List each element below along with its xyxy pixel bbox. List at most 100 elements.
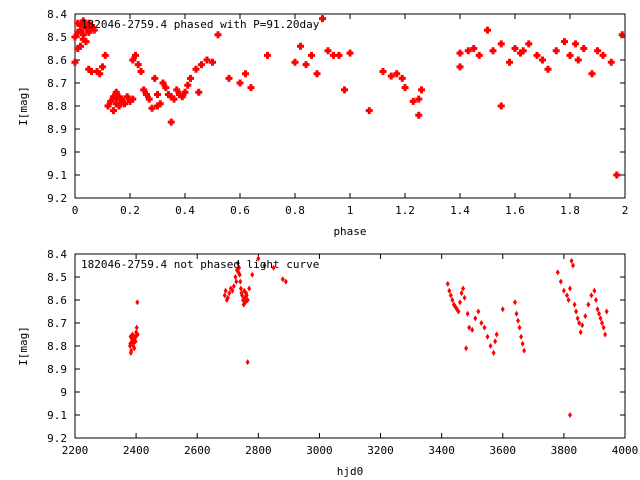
- phased-data-point: [88, 22, 95, 29]
- phased-data-point: [154, 91, 161, 98]
- phased-data-point: [209, 58, 216, 66]
- unphased-data-point: [462, 294, 467, 301]
- unphased-data-point: [233, 274, 238, 280]
- unphased-data-point: [128, 340, 133, 347]
- unphased-data-point: [231, 283, 236, 290]
- unphased-data-point: [522, 347, 527, 354]
- unphased-plot: 2200 2400 2600 2800 3000 3200 3400 3600 3800 4000…: [17, 248, 638, 478]
- phased-data-point: [140, 86, 148, 94]
- phased-data-point: [77, 22, 84, 29]
- phased-data-point: [96, 70, 104, 78]
- unphased-data-point: [564, 292, 569, 299]
- phased-data-point: [456, 63, 464, 71]
- unphased-data-point: [566, 297, 571, 303]
- unphased-data-point: [516, 317, 521, 324]
- phased-data-point: [566, 51, 574, 59]
- phased-data-point: [387, 72, 395, 80]
- unphased-data-point: [245, 297, 250, 303]
- unphased-data-point: [238, 285, 243, 292]
- phased-x-tick-label: 0: [72, 204, 79, 217]
- unphased-data-point: [561, 287, 566, 294]
- phased-x-tick-label: 2: [622, 204, 629, 217]
- phased-data-point: [82, 38, 90, 46]
- phased-data-point: [82, 24, 90, 32]
- phased-data-point: [137, 68, 145, 75]
- phased-data-point: [173, 86, 181, 94]
- phased-data-point: [181, 88, 189, 96]
- phased-data-point: [203, 56, 211, 64]
- phased-data-point: [418, 86, 425, 94]
- phased-data-point: [156, 100, 164, 108]
- phased-data-point: [184, 81, 192, 89]
- unphased-plot-frame: [74, 253, 626, 439]
- phased-x-tick-label: 0.8: [285, 204, 305, 217]
- phased-data-point: [319, 15, 326, 23]
- unphased-points: [128, 255, 609, 418]
- phased-data-point: [409, 97, 417, 105]
- unphased-data-point: [491, 349, 496, 356]
- unphased-data-point: [600, 320, 605, 326]
- phased-data-point: [247, 84, 255, 92]
- unphased-x-tick-label: 3400: [428, 444, 455, 457]
- phased-data-point: [134, 61, 142, 69]
- unphased-data-point: [479, 320, 484, 326]
- phased-y-tick-label: 8.5: [47, 31, 67, 44]
- phased-data-point: [335, 51, 343, 59]
- phased-data-point: [90, 26, 98, 34]
- phased-data-point: [126, 97, 134, 105]
- phased-data-point: [470, 45, 478, 52]
- unphased-data-point: [445, 280, 450, 287]
- unphased-data-point: [476, 308, 481, 315]
- unphased-y-tick-label: 8.9: [47, 363, 67, 376]
- phased-data-point: [489, 47, 497, 55]
- phased-data-point: [552, 47, 560, 55]
- unphased-data-point: [577, 320, 582, 326]
- unphased-data-point: [458, 299, 462, 306]
- phased-data-point: [341, 86, 348, 94]
- unphased-data-point: [592, 287, 597, 294]
- phased-x-tick-label: 0.2: [120, 204, 140, 217]
- phased-data-point: [99, 63, 106, 71]
- phased-x-tick-label: 1.8: [560, 204, 580, 217]
- unphased-data-point: [227, 290, 232, 297]
- unphased-data-point: [603, 331, 608, 338]
- phased-data-point: [365, 107, 373, 115]
- phased-data-point: [484, 26, 491, 34]
- unphased-data-point: [240, 292, 245, 299]
- phased-data-point: [110, 107, 117, 115]
- unphased-x-tick-label: 3000: [306, 444, 333, 457]
- unphased-y-tick-label: 9: [60, 386, 67, 399]
- phased-data-point: [85, 26, 93, 34]
- phased-data-point: [79, 17, 87, 25]
- unphased-data-point: [450, 297, 455, 303]
- unphased-data-point: [237, 271, 242, 278]
- phased-data-point: [170, 95, 178, 103]
- unphased-x-tick-label: 3800: [551, 444, 578, 457]
- phased-y-tick-label: 9.1: [47, 169, 67, 182]
- phased-data-point: [574, 56, 582, 64]
- phased-data-point: [393, 70, 401, 78]
- unphased-data-point: [493, 338, 498, 345]
- phased-y-tick-label: 8.8: [47, 100, 67, 113]
- unphased-data-point: [580, 322, 585, 329]
- phased-x-tick-label: 1: [347, 204, 354, 217]
- phased-data-point: [607, 58, 615, 66]
- unphased-data-point: [568, 285, 572, 292]
- phased-data-point: [236, 79, 244, 87]
- unphased-data-point: [583, 313, 588, 320]
- unphased-data-point: [283, 278, 288, 285]
- unphased-data-point: [520, 340, 525, 347]
- phased-data-point: [167, 93, 175, 101]
- phased-y-tick-label: 9.2: [47, 192, 67, 205]
- phased-data-point: [519, 47, 527, 55]
- unphased-data-point: [482, 324, 487, 331]
- unphased-data-point: [135, 331, 140, 338]
- phased-data-point: [415, 111, 423, 119]
- unphased-data-point: [134, 324, 139, 331]
- phased-data-point: [118, 95, 126, 103]
- phased-data-point: [456, 49, 464, 57]
- phased-data-point: [79, 31, 87, 39]
- phased-data-point: [187, 74, 194, 82]
- phased-data-point: [330, 51, 337, 59]
- unphased-data-point: [459, 290, 464, 297]
